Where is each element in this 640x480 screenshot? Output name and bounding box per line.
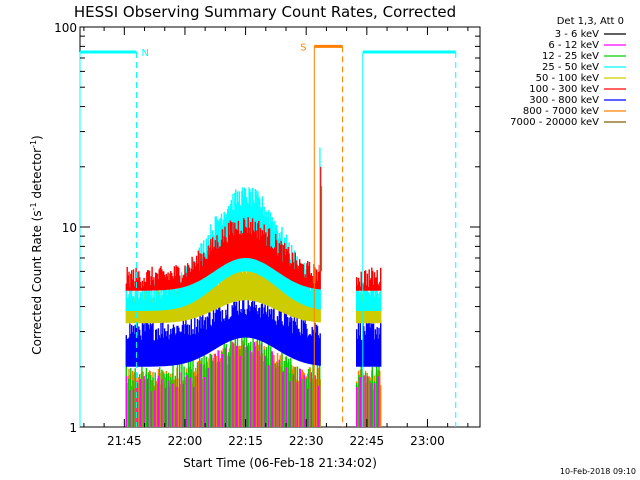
legend-label: 3 - 6 keV — [555, 29, 599, 40]
y-axis-label: Corrected Count Rate (s-1 detector-1) — [29, 135, 44, 354]
chart-title: HESSI Observing Summary Count Rates, Cor… — [74, 3, 456, 21]
x-tick-label: 23:00 — [410, 434, 445, 448]
series-trace-300-800keV — [125, 296, 321, 367]
series-trace-6-12keV — [125, 342, 320, 427]
x-tick-label: 22:45 — [350, 434, 385, 448]
legend-label: 50 - 100 keV — [536, 73, 600, 84]
annotation-layer: NS — [79, 42, 457, 427]
series-trace-300-800keV — [356, 319, 382, 367]
series-trace-25-50keV — [356, 284, 382, 311]
series-trace-100-300keV — [356, 267, 382, 291]
footer-timestamp: 10-Feb-2018 09:10 — [560, 467, 636, 476]
legend-title: Det 1,3, Att 0 — [557, 16, 624, 27]
axis-layer: 21:45 22:00 22:15 22:30 22:45 23:00 1 10 100 — [54, 21, 480, 448]
y-axis-label-end: ) — [30, 135, 44, 140]
legend-label: 100 - 300 keV — [529, 84, 599, 95]
y-axis-label-main: Corrected Count Rate (s — [30, 210, 44, 354]
x-tick-label: 22:30 — [289, 434, 324, 448]
y-tick-label: 1 — [69, 421, 77, 435]
legend-label: 6 - 12 keV — [548, 40, 599, 51]
x-tick-label: 21:45 — [107, 434, 142, 448]
x-tick-label: 22:00 — [168, 434, 203, 448]
y-tick-label: 10 — [62, 221, 77, 235]
legend-label: 7000 - 20000 keV — [510, 117, 599, 128]
legend-label: 25 - 50 keV — [542, 62, 599, 73]
legend-label: 300 - 800 keV — [529, 95, 599, 106]
x-axis-label: Start Time (06-Feb-18 21:34:02) — [183, 456, 377, 470]
x-tick-label: 22:15 — [228, 434, 263, 448]
annotation-label: S — [300, 42, 306, 53]
y-axis-label-mid: detector — [30, 148, 44, 203]
legend-label: 12 - 25 keV — [542, 51, 599, 62]
y-tick-label: 100 — [54, 21, 77, 35]
series-trace-100-300keV — [125, 217, 321, 291]
data-layer — [125, 147, 382, 427]
annotation-label: N — [141, 48, 148, 59]
y-axis-label-sup2: -1 — [29, 140, 38, 148]
y-axis-label-sup1: -1 — [29, 202, 38, 210]
legend-label: 800 - 7000 keV — [523, 106, 599, 117]
series-trace-6-12keV — [356, 375, 379, 427]
